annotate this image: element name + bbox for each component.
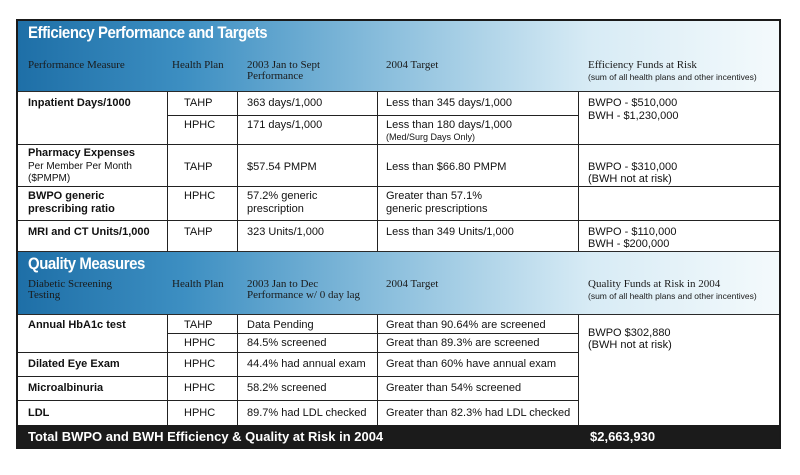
- cell-funds: BWPO - $310,000: [588, 161, 678, 173]
- divider: [167, 315, 168, 427]
- cell-plan: HPHC: [184, 190, 216, 202]
- col-header-funds: Efficiency Funds at Risk: [588, 59, 697, 71]
- row-sublabel: Per Member Per Month: [28, 161, 132, 172]
- cell-performance: prescription: [247, 203, 304, 215]
- cell-plan: HPHC: [184, 337, 216, 349]
- cell-performance: $57.54 PMPM: [247, 161, 317, 173]
- divider: [237, 92, 238, 251]
- cell-target: Less than 349 Units/1,000: [386, 226, 514, 238]
- col-header-funds: Quality Funds at Risk in 2004: [588, 278, 721, 290]
- cell-target: Greater than 54% screened: [386, 382, 522, 394]
- divider: [578, 315, 579, 427]
- cell-target: Greater than 82.3% had LDL checked: [386, 407, 571, 419]
- divider: [167, 333, 578, 334]
- risk-summary-table: Efficiency Performance and Targets Perfo…: [16, 19, 781, 449]
- cell-plan: TAHP: [184, 226, 213, 238]
- col-header-measure: Diabetic Screening: [28, 278, 112, 290]
- cell-plan: TAHP: [184, 161, 213, 173]
- cell-funds: BWPO - $510,000: [588, 97, 678, 109]
- cell-target: Greater than 57.1%: [386, 190, 483, 202]
- cell-performance: 84.5% screened: [247, 337, 327, 349]
- col-header-measure: Testing: [28, 289, 61, 301]
- row-label-microalbinuria: Microalbinuria: [28, 382, 104, 394]
- divider: [18, 186, 779, 187]
- col-header-target: 2004 Target: [386, 59, 439, 71]
- row-label-mri: MRI and CT Units/1,000: [28, 226, 150, 238]
- row-sublabel: ($PMPM): [28, 173, 71, 184]
- row-label-eye: Dilated Eye Exam: [28, 358, 120, 370]
- divider: [18, 352, 578, 353]
- col-header-funds-note: (sum of all health plans and other incen…: [588, 72, 757, 82]
- cell-target: Great than 90.64% are screened: [386, 319, 546, 331]
- cell-target: Great than 60% have annual exam: [386, 358, 557, 370]
- cell-performance: 58.2% screened: [247, 382, 327, 394]
- divider: [18, 400, 578, 401]
- cell-funds: (BWH not at risk): [588, 173, 672, 185]
- divider: [237, 315, 238, 427]
- row-label-pharmacy: Pharmacy Expenses: [28, 147, 136, 159]
- cell-plan: TAHP: [184, 97, 213, 109]
- cell-funds: BWPO $302,880: [588, 327, 671, 339]
- row-label-generic: BWPO generic: [28, 190, 105, 202]
- cell-plan: TAHP: [184, 319, 213, 331]
- cell-performance: 89.7% had LDL checked: [247, 407, 367, 419]
- cell-performance: 44.4% had annual exam: [247, 358, 366, 370]
- cell-plan: HPHC: [184, 358, 216, 370]
- quality-section-header: Quality Measures Diabetic Screening Test…: [18, 251, 779, 315]
- cell-performance: 171 days/1,000: [247, 119, 323, 131]
- col-header-target: 2004 Target: [386, 278, 439, 290]
- col-header-plan: Health Plan: [172, 59, 224, 71]
- total-label: Total BWPO and BWH Efficiency & Quality …: [28, 429, 384, 444]
- col-header-perf-line1: 2003 Jan to Sept: [247, 59, 321, 71]
- cell-target-note: (Med/Surg Days Only): [386, 132, 476, 142]
- cell-funds: BWPO - $110,000: [588, 226, 677, 238]
- cell-plan: HPHC: [184, 119, 216, 131]
- row-label-inpatient: Inpatient Days/1000: [28, 97, 131, 109]
- cell-funds: (BWH not at risk): [588, 339, 672, 351]
- cell-performance: 363 days/1,000: [247, 97, 323, 109]
- total-value: $2,663,930: [590, 429, 656, 444]
- divider: [167, 92, 168, 251]
- col-header-perf-line1: 2003 Jan to Dec: [247, 278, 319, 290]
- col-header-perf-line2: Performance w/ 0 day lag: [247, 289, 361, 301]
- cell-funds: BWH - $1,230,000: [588, 110, 679, 122]
- total-bar: Total BWPO and BWH Efficiency & Quality …: [18, 425, 779, 447]
- cell-performance: 323 Units/1,000: [247, 226, 325, 238]
- col-header-plan: Health Plan: [172, 278, 224, 290]
- row-label-generic: prescribing ratio: [28, 203, 115, 215]
- cell-target: generic prescriptions: [386, 203, 488, 215]
- quality-title: Quality Measures: [28, 254, 145, 273]
- divider: [18, 376, 578, 377]
- efficiency-section-header: Efficiency Performance and Targets Perfo…: [18, 21, 779, 92]
- divider: [377, 315, 378, 427]
- cell-performance: Data Pending: [247, 319, 314, 331]
- cell-target: Great than 89.3% are screened: [386, 337, 540, 349]
- cell-target: Less than $66.80 PMPM: [386, 161, 507, 173]
- divider: [167, 115, 578, 116]
- cell-performance: 57.2% generic: [247, 190, 318, 202]
- efficiency-title: Efficiency Performance and Targets: [28, 23, 268, 42]
- cell-plan: HPHC: [184, 382, 216, 394]
- divider: [578, 92, 579, 251]
- row-label-ldl: LDL: [28, 407, 50, 419]
- cell-target: Less than 180 days/1,000: [386, 119, 512, 131]
- col-header-funds-note: (sum of all health plans and other incen…: [588, 291, 757, 301]
- col-header-perf-line2: Performance: [247, 70, 304, 82]
- col-header-measure: Performance Measure: [28, 59, 125, 71]
- cell-plan: HPHC: [184, 407, 216, 419]
- divider: [377, 92, 378, 251]
- divider: [18, 144, 779, 145]
- cell-target: Less than 345 days/1,000: [386, 97, 512, 109]
- cell-funds: BWH - $200,000: [588, 238, 670, 250]
- divider: [18, 220, 779, 221]
- row-label-hba1c: Annual HbA1c test: [28, 319, 126, 331]
